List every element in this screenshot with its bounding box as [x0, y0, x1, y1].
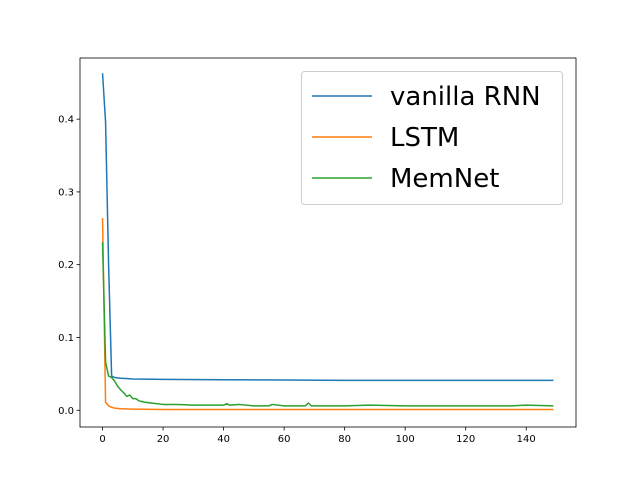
x-tick: 0 [99, 427, 106, 445]
y-tick-label: 0.0 [58, 406, 74, 417]
legend-label: LSTM [390, 123, 459, 153]
x-tick: 140 [517, 427, 536, 445]
x-tick: 20 [157, 427, 170, 445]
plot-area [101, 73, 554, 411]
x-tick: 100 [396, 427, 415, 445]
axes-frame [79, 57, 577, 428]
x-tick-label: 60 [278, 434, 291, 445]
series-line-memnet [101, 242, 554, 407]
y-tick: 0.2 [58, 260, 80, 271]
y-tick: 0.3 [58, 187, 80, 198]
x-tick-label: 40 [217, 434, 230, 445]
legend-box [301, 71, 563, 205]
x-axis: 0 20 40 60 80 100 120 140 [99, 427, 536, 445]
x-tick: 80 [338, 427, 351, 445]
y-tick-label: 0.3 [58, 187, 74, 198]
x-tick-label: 80 [338, 434, 351, 445]
legend-label: vanilla RNN [390, 82, 541, 112]
legend: vanilla RNN LSTM MemNet [301, 71, 563, 205]
x-tick-label: 120 [456, 434, 475, 445]
y-tick-label: 0.2 [58, 260, 74, 271]
x-tick-label: 20 [157, 434, 170, 445]
x-tick: 60 [278, 427, 291, 445]
x-tick-label: 0 [99, 434, 105, 445]
legend-entry: vanilla RNN [312, 82, 541, 112]
y-tick: 0.0 [58, 406, 80, 417]
legend-entry: LSTM [312, 123, 459, 153]
y-tick-label: 0.4 [58, 115, 74, 126]
legend-label: MemNet [390, 164, 499, 194]
series-line-vanilla-rnn [101, 73, 554, 382]
y-axis: 0.0 0.1 0.2 0.3 0.4 [58, 115, 80, 417]
y-tick: 0.4 [58, 115, 80, 126]
x-tick: 120 [456, 427, 475, 445]
series-line-lstm [101, 218, 554, 411]
y-tick-label: 0.1 [58, 333, 74, 344]
x-tick: 40 [217, 427, 230, 445]
legend-entry: MemNet [312, 164, 499, 194]
x-tick-label: 100 [396, 434, 415, 445]
x-tick-label: 140 [517, 434, 536, 445]
y-tick: 0.1 [58, 333, 80, 344]
